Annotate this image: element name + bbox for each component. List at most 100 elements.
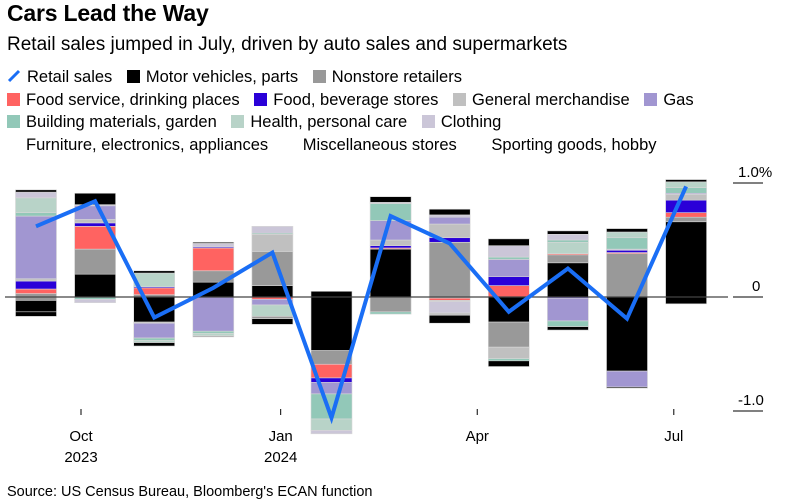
x-tick-label: Apr — [466, 428, 489, 445]
bar-segment-clothing — [428, 214, 471, 218]
y-tick-label: 0 — [752, 278, 760, 295]
legend-item-clothing: Clothing — [421, 111, 501, 134]
bar-segment-building-materials-garden — [133, 337, 175, 341]
bar-segment-clothing — [192, 243, 235, 248]
swatch-icon — [126, 70, 140, 83]
legend-label: Food, beverage stores — [273, 90, 439, 109]
bar-segment-nonstore-retailers — [428, 241, 471, 298]
bar-segment-food-service-drinking-places — [192, 247, 235, 272]
swatch-icon — [421, 115, 435, 129]
bar-segment-clothing — [547, 234, 589, 241]
swatch-icon — [7, 115, 20, 129]
bars-layer — [15, 179, 707, 435]
legend-item-general-merchandise: General merchandise — [452, 89, 630, 112]
legend-label: Gas — [663, 90, 694, 109]
bar-segment-gas — [487, 259, 530, 277]
swatch-icon — [644, 92, 658, 106]
legend-label: Sporting goods, hobby — [491, 135, 657, 154]
bar-segment-building-materials-garden — [192, 330, 235, 334]
bar-stack-jun-2024 — [606, 228, 648, 389]
bar-segment-building-materials-garden — [547, 239, 589, 243]
bar-segment-health-personal-care — [15, 197, 57, 213]
legend-item-retail-sales: Retail sales — [7, 66, 112, 89]
bar-segment-building-materials-garden — [547, 320, 589, 327]
y-tick-label: -1.0 — [738, 392, 764, 409]
bar-segment-clothing — [15, 191, 57, 199]
bar-stack-feb-2024 — [369, 196, 412, 315]
legend-item-building: Building materials, garden — [7, 111, 217, 134]
legend-item-nonstore: Nonstore retailers — [312, 66, 462, 89]
bar-segment-building-materials-garden — [606, 237, 648, 250]
bar-segment-motor-vehicles-parts — [15, 300, 57, 313]
bar-segment-health-personal-care — [606, 231, 648, 239]
x-tick-label: Oct — [69, 428, 93, 445]
bar-stack-jan-2024 — [310, 290, 353, 435]
bar-segment-clothing — [428, 301, 471, 314]
bar-segment-motor-vehicles-parts — [15, 311, 57, 317]
bar-segment-nonstore-retailers — [487, 321, 530, 348]
legend: Retail sales Motor vehicles, parts Nonst… — [7, 66, 787, 156]
bar-segment-motor-vehicles-parts — [310, 290, 353, 298]
bar-segment-motor-vehicles-parts — [74, 273, 116, 298]
legend-item-food-beverage: Food, beverage stores — [254, 89, 438, 112]
bar-segment-building-materials-garden — [369, 311, 412, 315]
line-points — [35, 186, 687, 418]
bar-segment-clothing — [251, 226, 294, 234]
x-tick-label: Jul — [664, 428, 683, 445]
chart-title: Cars Lead the Way — [7, 0, 209, 26]
swatch-icon — [231, 115, 245, 129]
bar-segment-nonstore-retailers — [192, 335, 235, 338]
bar-stack-apr-2024 — [487, 238, 530, 367]
bar-segment-gas — [310, 382, 353, 395]
bar-segment-clothing — [310, 430, 353, 435]
bar-segment-motor-vehicles-parts — [606, 386, 648, 389]
bar-segment-motor-vehicles-parts — [665, 221, 707, 298]
legend-label: Miscellaneous stores — [302, 135, 457, 154]
bar-segment-gas — [251, 298, 294, 306]
bar-segment-gas — [428, 216, 471, 225]
bar-segment-motor-vehicles-parts — [369, 248, 412, 298]
bar-segment-motor-vehicles-parts — [665, 296, 707, 305]
bar-segment-nonstore-retailers — [547, 254, 589, 264]
bar-segment-health-personal-care — [251, 304, 294, 317]
bar-stack-sep-2023 — [74, 192, 116, 303]
bar-segment-motor-vehicles-parts — [428, 208, 471, 216]
bar-segment-motor-vehicles-parts — [251, 318, 294, 325]
legend-item-health: Health, personal care — [231, 111, 407, 134]
legend-label: Health, personal care — [250, 113, 408, 132]
bar-segment-motor-vehicles-parts — [133, 342, 175, 347]
legend-label: Motor vehicles, parts — [145, 68, 299, 86]
bar-segment-general-merchandise — [251, 234, 294, 252]
bar-segment-motor-vehicles-parts — [547, 326, 589, 331]
source-note: Source: US Census Bureau, Bloomberg's EC… — [7, 484, 373, 500]
x-axis: Oct 2023 Jan 2024 Apr Jul — [64, 409, 683, 466]
bar-segment-gas — [133, 322, 175, 339]
bar-segment-general-merchandise — [487, 346, 530, 359]
swatch-icon — [7, 92, 20, 106]
bar-segment-nonstore-retailers — [369, 296, 412, 313]
bar-segment-general-merchandise — [74, 219, 116, 224]
legend-row: Furniture, electronics, appliances Misce… — [7, 134, 787, 157]
bar-segment-food-service-drinking-places — [428, 297, 471, 301]
bar-segment-health-personal-care — [547, 241, 589, 254]
y-tick-label: 1.0% — [738, 164, 772, 181]
x-tick-sublabel: 2024 — [264, 449, 297, 466]
legend-label: Retail sales — [27, 68, 113, 86]
bar-segment-motor-vehicles-parts — [133, 270, 175, 274]
bar-segment-general-merchandise — [369, 239, 412, 246]
bar-segment-clothing — [487, 245, 530, 258]
bar-segment-gas — [547, 297, 589, 322]
legend-item-gas: Gas — [644, 89, 694, 112]
legend-label: Furniture, electronics, appliances — [26, 135, 269, 154]
legend-item-furniture: Furniture, electronics, appliances — [7, 134, 268, 157]
legend-item-misc: Miscellaneous stores — [303, 134, 457, 157]
bar-stack-jul-2024 — [665, 179, 707, 305]
swatch-icon — [254, 92, 268, 106]
bar-segment-motor-vehicles-parts — [192, 241, 235, 244]
x-tick-label: Jan — [269, 428, 293, 445]
bar-segment-motor-vehicles-parts — [665, 179, 707, 183]
legend-label: Nonstore retailers — [331, 68, 462, 86]
bar-segment-food-beverage-stores — [369, 245, 412, 249]
bar-segment-food-beverage-stores — [15, 280, 57, 290]
